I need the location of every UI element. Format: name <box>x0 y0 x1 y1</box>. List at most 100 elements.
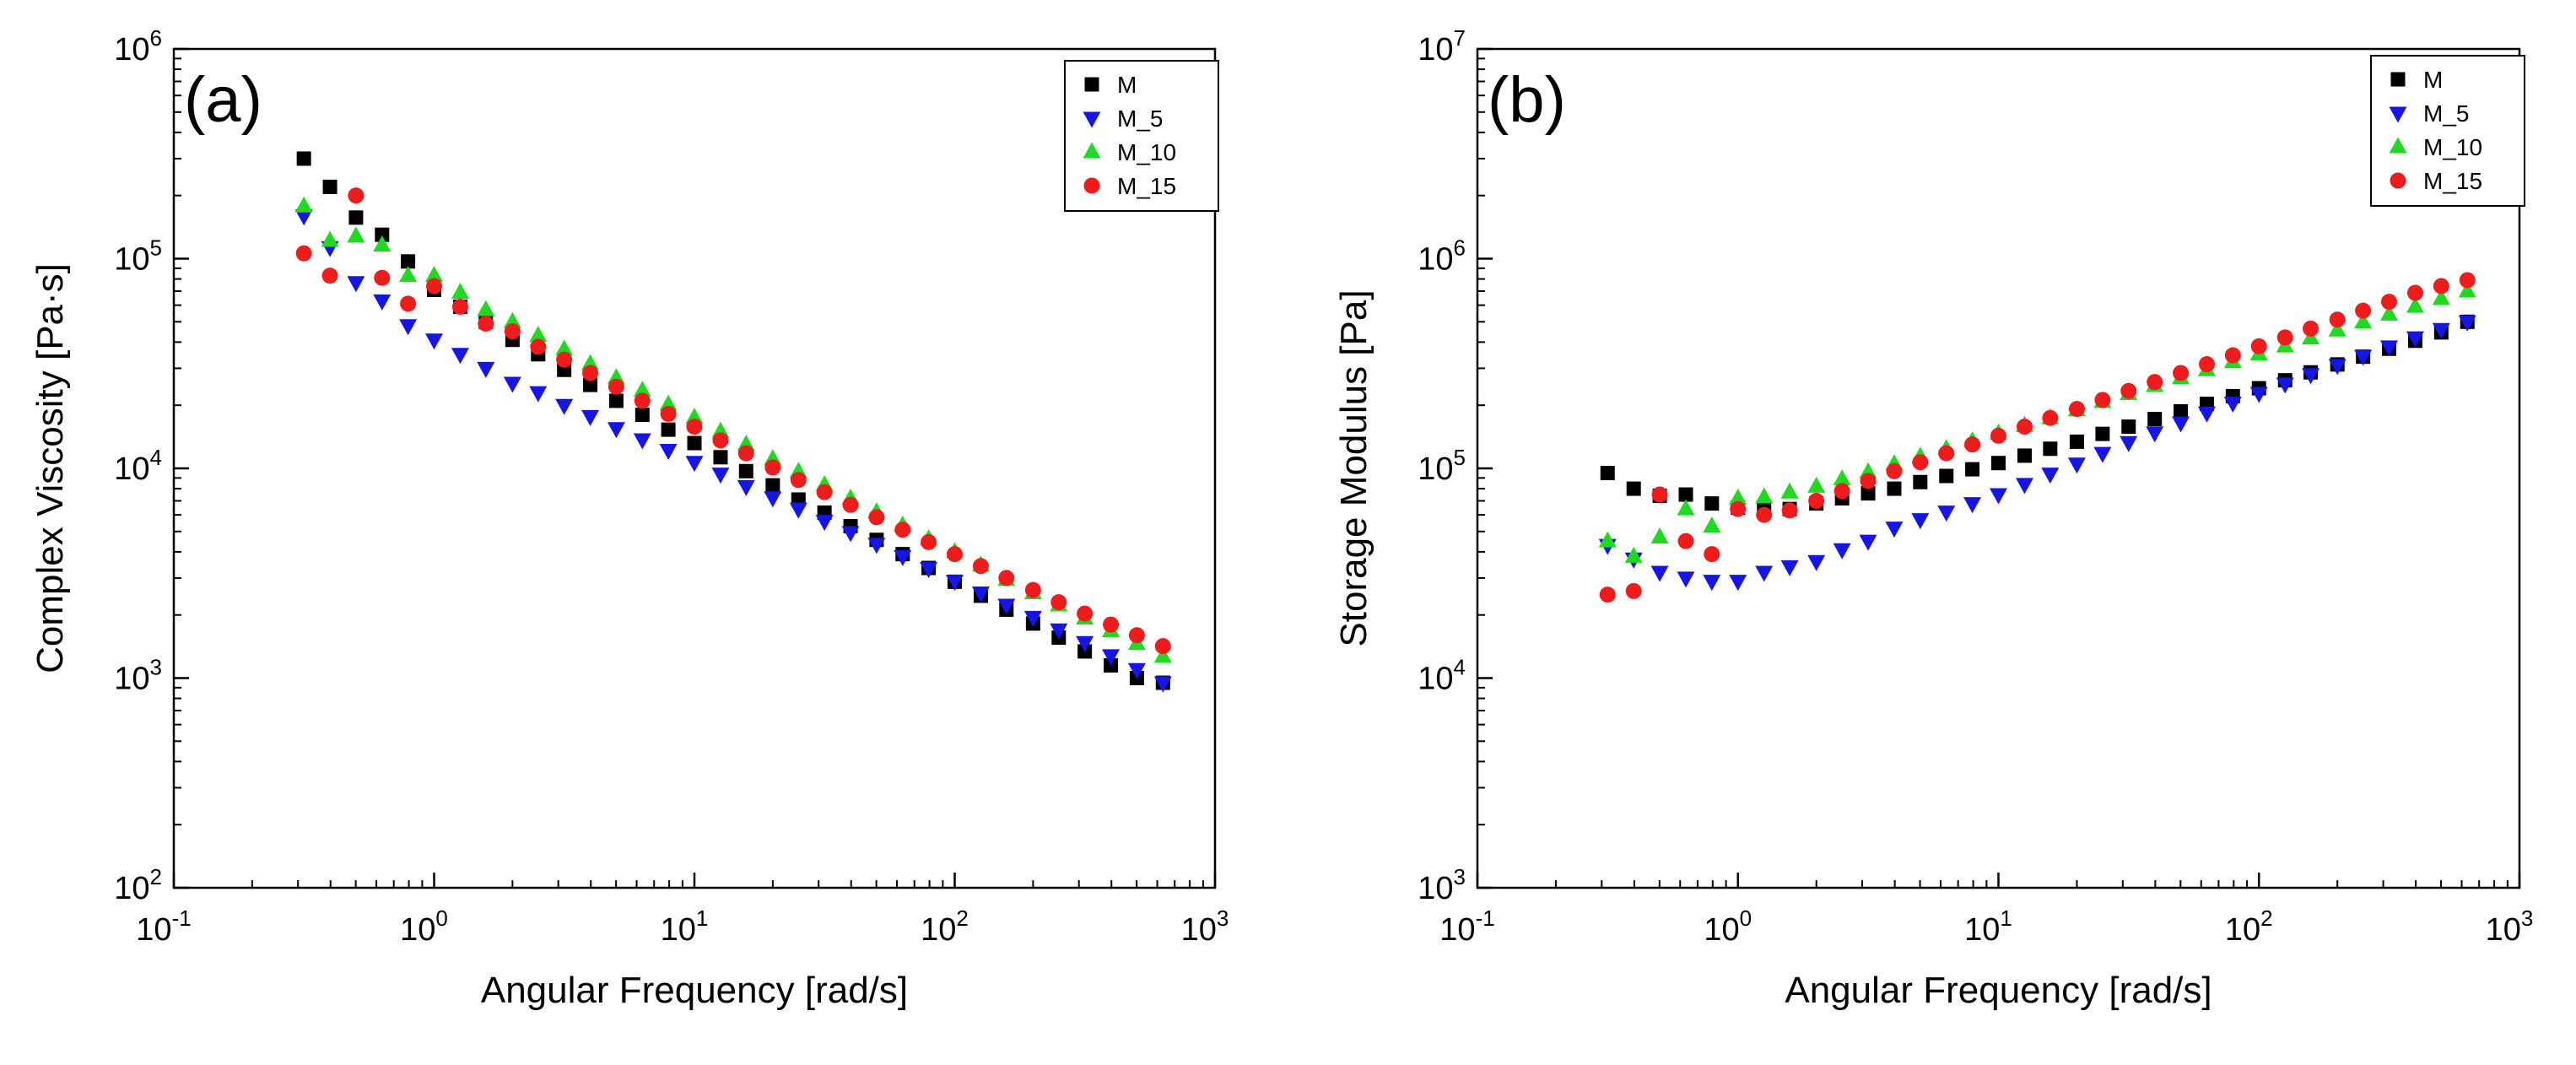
chart-panel-b: 10-1 100 101 102 103 103 104 105 106 107 Angular F… <box>1333 25 2533 1011</box>
data-point <box>947 546 963 563</box>
data-point <box>607 422 625 439</box>
data-point <box>2302 368 2320 385</box>
legend-label: M_15 <box>2423 168 2482 194</box>
data-point <box>1833 483 1850 500</box>
data-point <box>2328 320 2346 337</box>
data-point <box>841 526 860 543</box>
data-point <box>529 386 548 403</box>
data-point <box>555 398 574 415</box>
data-point <box>1833 469 1851 486</box>
data-point <box>504 323 521 340</box>
data-point <box>2459 272 2476 289</box>
legend-label: M_10 <box>2423 134 2482 160</box>
data-point <box>2329 311 2346 328</box>
data-point <box>660 405 677 422</box>
data-point <box>633 381 651 397</box>
data-point <box>867 538 886 554</box>
data-point <box>1050 623 1068 640</box>
data-point <box>2173 365 2190 381</box>
data-point <box>1939 468 1954 484</box>
data-point <box>1755 487 1774 504</box>
data-point <box>477 300 495 316</box>
y-tick-label: 107 <box>1418 25 1466 68</box>
data-point <box>764 491 782 508</box>
data-point <box>1076 635 1094 652</box>
data-point <box>1050 594 1067 611</box>
series-m-10 <box>1598 281 2476 563</box>
data-point <box>1703 516 1721 533</box>
data-point <box>2223 397 2242 414</box>
data-point <box>373 294 392 311</box>
data-point <box>294 209 313 226</box>
data-point <box>1153 646 1172 663</box>
data-point <box>1756 506 1773 523</box>
data-point <box>2172 416 2190 433</box>
data-point <box>1859 534 1877 551</box>
data-point <box>1128 627 1145 644</box>
y-tick-label: 103 <box>1418 864 1466 906</box>
data-point <box>503 376 521 393</box>
data-point <box>1780 560 1799 576</box>
data-point <box>1912 454 1929 471</box>
data-point <box>1990 427 2006 444</box>
data-point <box>321 268 338 284</box>
data-point <box>2432 322 2450 339</box>
y-tick-label: 105 <box>114 235 162 278</box>
data-point <box>1730 500 1747 517</box>
data-point <box>2199 356 2216 373</box>
x-tick-label: 100 <box>400 906 448 948</box>
legend-marker <box>2389 106 2407 123</box>
data-point <box>711 468 730 484</box>
data-point <box>2016 419 2033 435</box>
data-point <box>321 230 339 247</box>
y-tick-label: 105 <box>1418 445 1466 487</box>
data-point <box>2406 296 2424 313</box>
data-point <box>634 392 651 409</box>
series-m-5 <box>1598 315 2476 592</box>
panel-label: (a) <box>184 64 262 136</box>
data-point <box>2328 359 2346 376</box>
data-point <box>2121 419 2136 435</box>
data-point <box>921 533 937 550</box>
series-m <box>1600 314 2475 518</box>
data-point <box>1127 662 1146 679</box>
data-point <box>2458 281 2476 298</box>
chart-panel-a: 10-1 100 101 102 103 102 103 104 105 106 Angular F… <box>30 25 1229 1011</box>
legend-item: M_10 <box>1083 139 1176 165</box>
data-point <box>582 365 599 381</box>
data-point <box>1599 587 1616 603</box>
data-point <box>2146 426 2164 443</box>
data-point <box>2224 347 2241 364</box>
data-point <box>529 326 548 343</box>
data-point <box>2069 434 2084 449</box>
series-m <box>296 151 1170 690</box>
data-point <box>1860 486 1876 501</box>
x-tick-label: 10-1 <box>136 906 191 948</box>
data-point <box>295 245 312 262</box>
data-point <box>375 227 390 242</box>
x-tick-label: 103 <box>2486 906 2534 948</box>
data-point <box>451 298 468 315</box>
data-point <box>2198 406 2217 423</box>
data-point <box>790 472 807 489</box>
data-point <box>2120 435 2138 452</box>
data-point <box>2250 338 2267 354</box>
legend-marker <box>2390 72 2406 87</box>
panel-label: (b) <box>1488 64 1566 136</box>
data-point <box>685 408 704 424</box>
data-point <box>608 378 624 395</box>
data-point <box>1911 513 1930 530</box>
data-point <box>1938 445 1955 462</box>
x-tick-label: 100 <box>1704 906 1752 948</box>
data-point <box>503 311 521 328</box>
legend-label: M_5 <box>2423 100 2469 127</box>
data-point <box>1965 462 1980 477</box>
legend-item: M_15 <box>1083 173 1176 199</box>
data-point <box>581 409 600 426</box>
legend-item: M <box>1084 72 1137 98</box>
data-point <box>1913 474 1928 489</box>
data-point <box>737 445 754 462</box>
data-point <box>1023 610 1042 627</box>
data-point <box>399 266 418 283</box>
